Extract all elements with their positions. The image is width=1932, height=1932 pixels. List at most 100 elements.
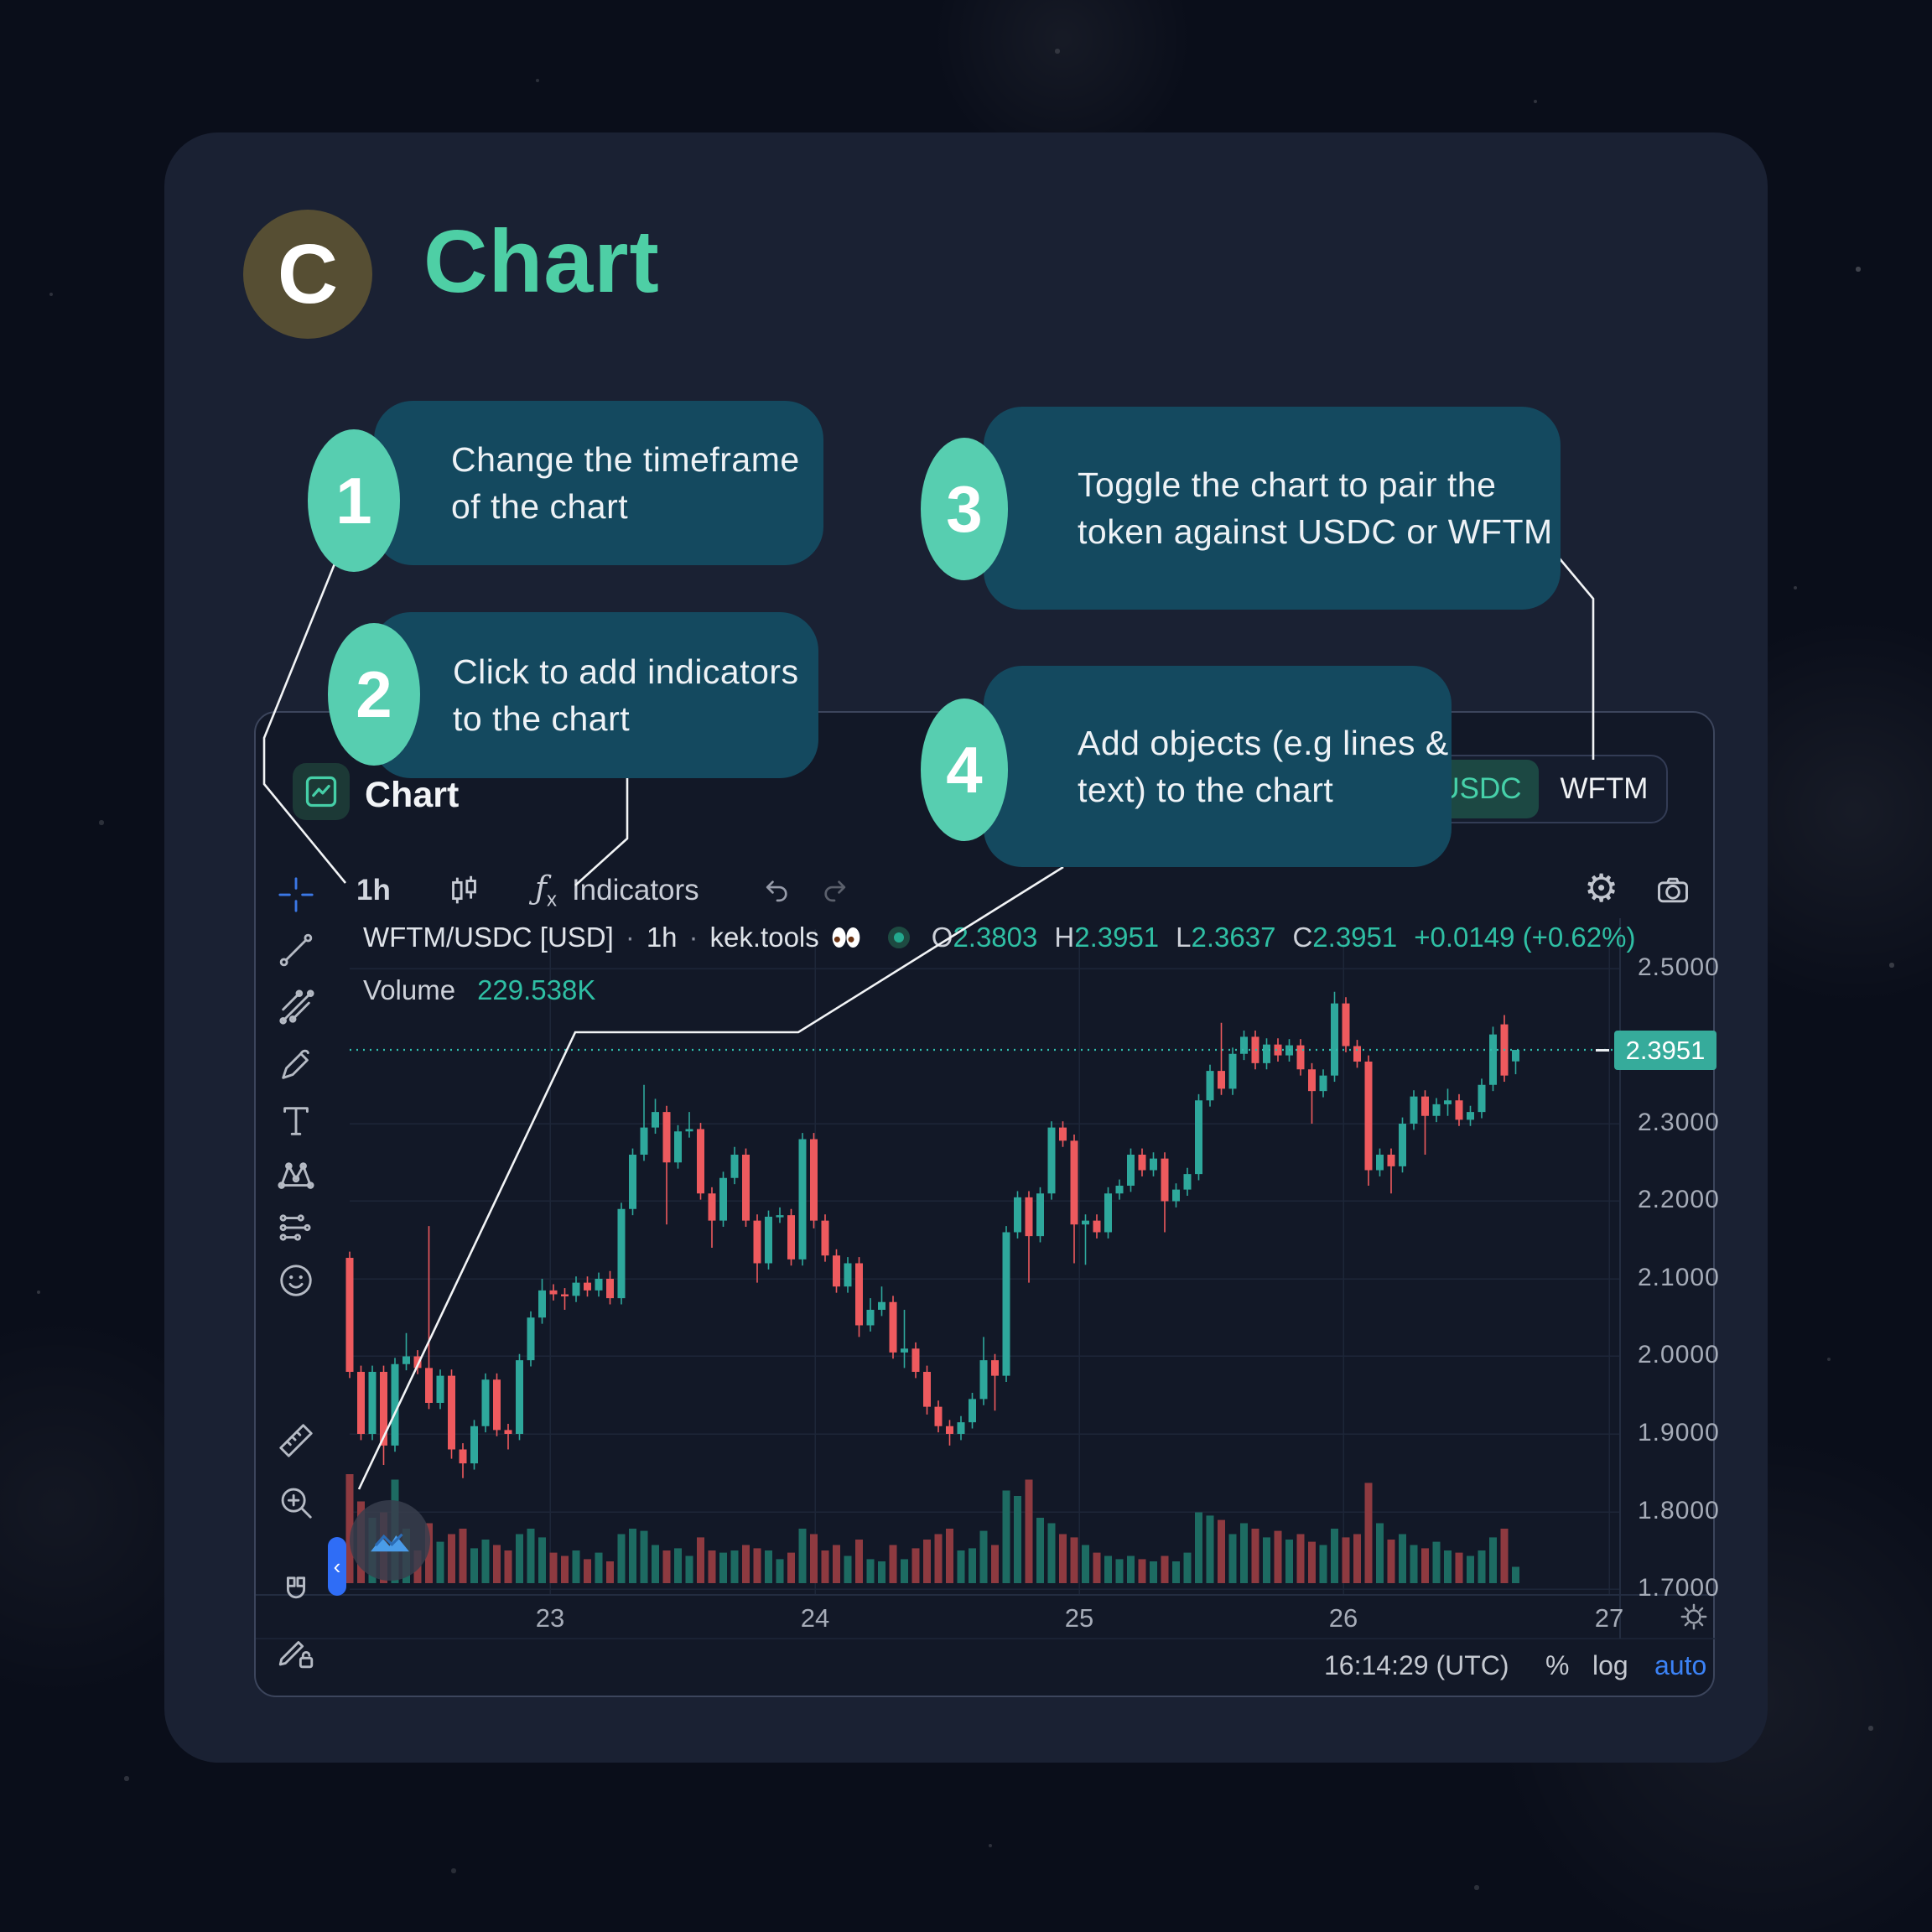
panel-title: Chart <box>365 775 460 815</box>
chart-panel: Chart USDC WFTM 1h ƒx Indicators ⚙ W <box>254 711 1719 1699</box>
drawing-tool-emoji[interactable] <box>274 1259 318 1302</box>
log-scale-button[interactable]: log <box>1592 1650 1628 1680</box>
callout-1-line2: of the chart <box>451 487 629 526</box>
time-label: 23 <box>535 1603 565 1633</box>
eyes-icon <box>829 921 863 954</box>
time-label: 25 <box>1064 1603 1094 1633</box>
mountain-chart-icon <box>371 1533 409 1552</box>
trendline-icon <box>277 931 315 969</box>
price-axis[interactable]: 2.5000 2.3000 2.2000 2.1000 2.0000 1.9000 1.80… <box>1623 914 1719 1644</box>
price-label: 1.7000 <box>1638 1574 1720 1602</box>
callout-bubble-3: Toggle the chart to pair the token again… <box>984 407 1561 610</box>
callout-bubble-2: Click to add indicators to the chart <box>372 612 818 778</box>
drawing-tool-crosshair[interactable] <box>274 873 318 917</box>
time-label: 24 <box>800 1603 830 1633</box>
text-icon <box>277 1102 315 1140</box>
sun-icon <box>1677 1600 1711 1633</box>
drawing-tool-text[interactable] <box>274 1099 318 1143</box>
magnify-icon <box>277 1483 315 1522</box>
percent-scale-button[interactable]: % <box>1545 1650 1570 1680</box>
volume-value: 229.538K <box>477 974 596 1005</box>
toolbar-collapse-handle[interactable]: ‹ <box>328 1537 346 1596</box>
pair-toggle-wftm[interactable]: WFTM <box>1560 772 1649 805</box>
drawing-tool-gann[interactable] <box>274 984 318 1028</box>
drawing-toolbar <box>256 713 331 1696</box>
callout-number-2: 2 <box>328 623 420 766</box>
camera-icon <box>1654 872 1691 909</box>
price-label: 2.3000 <box>1638 1109 1720 1136</box>
emoji-icon <box>277 1261 315 1300</box>
brand-logo: C <box>243 210 372 339</box>
undo-icon <box>761 875 793 906</box>
symbol-legend: WFTM/USDC [USD] · 1h · kek.tools O 2.3803… <box>363 921 1636 954</box>
crosshair-icon <box>277 875 315 914</box>
callout-bubble-4: Add objects (e.g lines & text) to the ch… <box>984 666 1452 867</box>
chevron-left-icon: ‹ <box>333 1553 341 1579</box>
time-label: 26 <box>1328 1603 1358 1633</box>
last-price-badge: 2.3951 <box>1596 1031 1716 1070</box>
price-label: 2.2000 <box>1638 1186 1720 1213</box>
low-value: 2.3637 <box>1191 922 1276 953</box>
candlestick-chart[interactable] <box>256 713 1716 1699</box>
close-value: 2.3951 <box>1312 922 1398 953</box>
drawing-tool-magnify[interactable] <box>274 1481 318 1524</box>
callout-1-line1: Change the timeframe <box>451 440 800 479</box>
callout-4-line1: Add objects (e.g lines & <box>1078 724 1449 762</box>
callout-bubble-1: Change the timeframe of the chart <box>374 401 823 565</box>
price-label: 2.5000 <box>1638 953 1720 981</box>
drawing-tool-xabcd[interactable] <box>274 1154 318 1197</box>
candles-icon <box>444 871 483 910</box>
change-value: +0.0149 (+0.62%) <box>1414 922 1636 953</box>
legend-symbol: WFTM/USDC [USD] <box>363 922 614 953</box>
indicators-button[interactable]: Indicators <box>571 874 699 906</box>
snapshot-button[interactable] <box>1654 872 1691 909</box>
callout-number-3: 3 <box>921 438 1008 580</box>
drawing-tool-ruler[interactable] <box>274 1419 318 1462</box>
time-label: 27 <box>1594 1603 1624 1633</box>
time-axis[interactable]: 23 24 25 26 27 <box>350 1598 1624 1640</box>
page-title: Chart <box>423 212 660 311</box>
callout-number-4: 4 <box>921 699 1008 841</box>
redo-button[interactable] <box>818 875 850 906</box>
settings-button[interactable]: ⚙ <box>1584 865 1618 911</box>
high-value: 2.3951 <box>1074 922 1160 953</box>
drawing-tool-magnet[interactable] <box>274 1571 318 1614</box>
price-label: 2.1000 <box>1638 1264 1720 1291</box>
drawing-tool-trendline[interactable] <box>274 928 318 972</box>
pair-toggle: USDC WFTM <box>1416 755 1668 823</box>
price-label: 1.9000 <box>1638 1419 1720 1446</box>
callout-3-line2: token against USDC or WFTM <box>1078 512 1553 551</box>
undo-button[interactable] <box>761 875 793 906</box>
xabcd-icon <box>277 1156 315 1195</box>
auto-scale-button[interactable]: auto <box>1654 1650 1707 1680</box>
timeframe-button[interactable]: 1h <box>356 874 391 906</box>
drawing-tool-forecast[interactable] <box>274 1206 318 1249</box>
brush-icon <box>277 1046 315 1084</box>
volume-label: Volume <box>363 974 456 1005</box>
clock-utc[interactable]: 16:14:29 (UTC) <box>1324 1650 1509 1680</box>
price-label: 2.0000 <box>1638 1341 1720 1368</box>
redo-icon <box>818 875 850 906</box>
ruler-icon <box>277 1421 315 1460</box>
chart-style-button[interactable] <box>444 871 483 910</box>
axis-settings-button[interactable] <box>1677 1600 1711 1633</box>
legend-provider: kek.tools <box>709 922 819 953</box>
magnet-icon <box>277 1573 315 1612</box>
background-stars <box>0 0 2 2</box>
kek-tools-watermark <box>350 1500 430 1581</box>
price-label: 1.8000 <box>1638 1497 1720 1524</box>
gann-icon <box>277 987 315 1026</box>
chart-toolbar: 1h ƒx Indicators <box>356 869 850 912</box>
drawing-tool-brush[interactable] <box>274 1043 318 1087</box>
callout-2-line2: to the chart <box>453 699 631 738</box>
legend-interval: 1h <box>646 922 678 953</box>
fx-icon: ƒx <box>534 869 557 911</box>
callout-2-line1: Click to add indicators <box>453 652 799 691</box>
callout-number-1: 1 <box>308 429 400 572</box>
brand-letter: C <box>277 226 339 321</box>
forecast-icon <box>277 1208 315 1247</box>
gear-icon: ⚙ <box>1584 865 1619 911</box>
chart-footer: 16:14:29 (UTC) % log auto <box>256 1650 1716 1697</box>
open-value: 2.3803 <box>953 922 1038 953</box>
